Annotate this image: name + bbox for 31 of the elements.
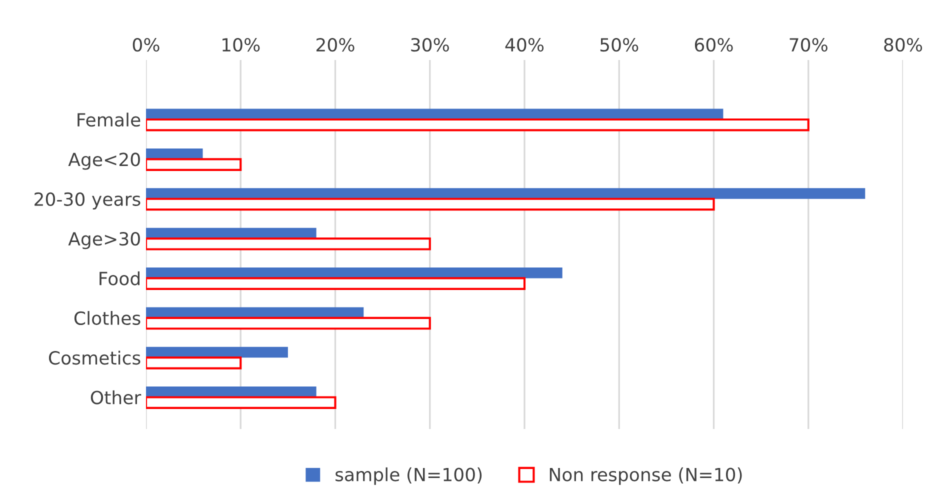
- x-tick-label: 80%: [884, 38, 922, 52]
- y-tick-label: Cosmetics: [48, 350, 140, 365]
- y-tick-label: Food: [100, 271, 140, 286]
- y-tick-label: Other: [90, 390, 142, 404]
- x-tick-label: 40%: [505, 38, 544, 52]
- x-tick-label: 50%: [600, 38, 638, 52]
- bar: [146, 316, 431, 330]
- x-tick-label: 20%: [316, 38, 354, 52]
- bar: [146, 238, 431, 250]
- y-tick-label: 20-30 years: [34, 192, 140, 210]
- x-tick-label: 60%: [694, 38, 733, 52]
- y-tick-label: Clothes: [74, 311, 140, 326]
- x-tick-label: 30%: [411, 38, 449, 52]
- legend-label: sample (N=100): [336, 467, 482, 485]
- x-tick-label: 70%: [790, 38, 828, 52]
- bar: [146, 198, 715, 211]
- bar: [146, 118, 810, 132]
- bar: [146, 346, 288, 358]
- y-tick-label: Female: [78, 112, 140, 127]
- bar: [146, 268, 562, 278]
- legend-label: Non response (N=10): [550, 467, 742, 485]
- y-tick-label: Age<20: [68, 152, 140, 170]
- bar: [146, 356, 242, 370]
- x-tick-label: 0%: [132, 38, 160, 52]
- bar: [146, 307, 364, 318]
- bar: [146, 188, 866, 199]
- y-tick-label: Age>30: [68, 232, 140, 250]
- bar: [146, 158, 242, 171]
- bar: [146, 277, 526, 290]
- bar: [146, 396, 336, 410]
- x-tick-label: 10%: [222, 38, 260, 52]
